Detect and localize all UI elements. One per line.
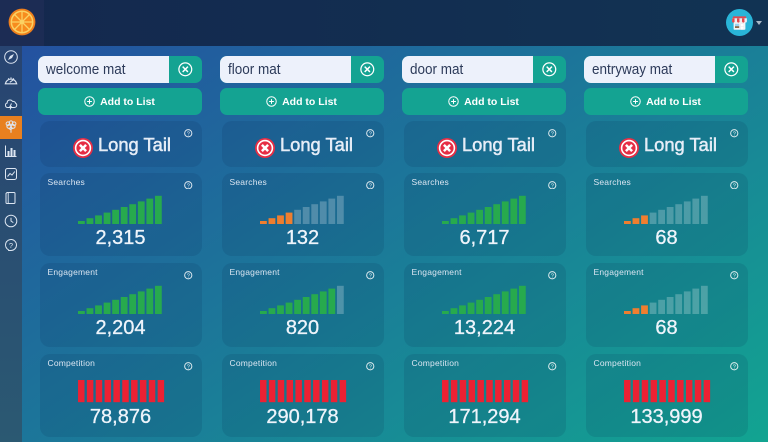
svg-text:?: ? <box>733 274 736 280</box>
svg-text:?: ? <box>9 240 13 249</box>
svg-text:?: ? <box>369 274 372 280</box>
svg-text:?: ? <box>733 183 736 189</box>
svg-text:?: ? <box>369 131 372 137</box>
svg-text:?: ? <box>187 183 190 189</box>
svg-text:?: ? <box>733 131 736 137</box>
svg-text:?: ? <box>369 364 372 370</box>
svg-text:?: ? <box>551 183 554 189</box>
svg-text:?: ? <box>187 131 190 137</box>
svg-text:?: ? <box>187 364 190 370</box>
svg-text:?: ? <box>551 364 554 370</box>
svg-text:?: ? <box>551 274 554 280</box>
svg-text:?: ? <box>369 183 372 189</box>
svg-text:?: ? <box>551 131 554 137</box>
svg-text:?: ? <box>187 274 190 280</box>
svg-text:?: ? <box>733 364 736 370</box>
